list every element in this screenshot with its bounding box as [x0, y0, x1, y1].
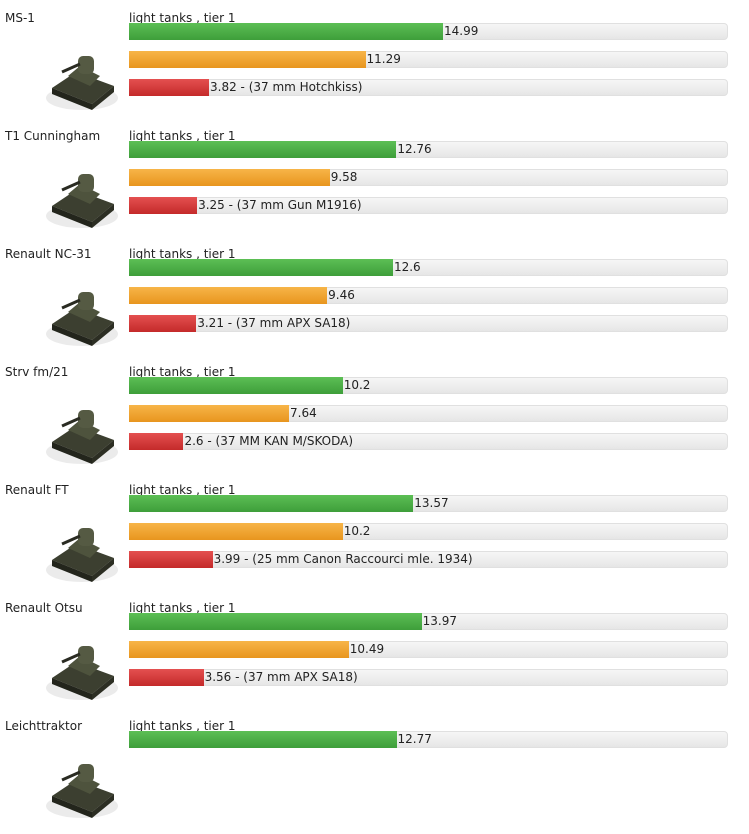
bar	[129, 669, 204, 686]
bar-label: 10.2	[343, 524, 371, 538]
tank-name: MS-1	[5, 11, 35, 25]
bar	[129, 433, 184, 450]
tank-row: T1 Cunningham light tanks , tier 1 12.76 9.…	[0, 126, 749, 244]
tank-image	[46, 174, 118, 228]
tank-image	[46, 292, 118, 346]
bar-label: 10.2	[343, 378, 371, 392]
bar	[129, 51, 366, 68]
tank-row: Renault FT light tanks , tier 1 13.57 10.2 3…	[0, 480, 749, 598]
bar	[129, 523, 343, 540]
bar-label: 3.82 - (37 mm Hotchkiss)	[210, 80, 363, 94]
tank-class: light tanks , tier 1	[129, 129, 236, 143]
bar	[129, 287, 328, 304]
bar-label: 11.29	[366, 52, 401, 66]
bar-label: 10.49	[349, 642, 385, 656]
bar	[129, 377, 343, 394]
tank-name: Renault Otsu	[5, 601, 83, 615]
tank-image	[46, 56, 118, 110]
tank-name: Strv fm/21	[5, 365, 69, 379]
bar-label: 9.46	[328, 288, 355, 302]
tank-row: Strv fm/21 light tanks , tier 1 10.2 7.64 2.…	[0, 362, 749, 480]
tank-image	[46, 410, 118, 464]
bar	[129, 731, 397, 748]
tank-name: Renault FT	[5, 483, 69, 497]
tank-name: Renault NC-31	[5, 247, 92, 261]
bar	[129, 79, 210, 96]
tank-image	[46, 528, 118, 582]
tank-class: light tanks , tier 1	[129, 601, 236, 615]
bar	[129, 495, 414, 512]
bar	[129, 197, 198, 214]
bar-label: 12.76	[397, 142, 432, 156]
tank-row: Leichttraktor light tanks , tier 1 12.77	[0, 716, 749, 834]
bar-label: 12.6	[393, 260, 421, 274]
bar	[129, 551, 213, 568]
tank-image	[46, 764, 118, 818]
tank-class: light tanks , tier 1	[129, 483, 236, 497]
bar-label: 14.99	[444, 24, 479, 38]
bar	[129, 23, 444, 40]
bar	[129, 169, 330, 186]
bar-label: 2.6 - (37 MM KAN M/SKODA)	[184, 434, 354, 448]
bar-label: 3.25 - (37 mm Gun M1916)	[198, 198, 362, 212]
bar-label: 13.57	[414, 496, 449, 510]
tank-row: Renault Otsu light tanks , tier 1 13.97 10.…	[0, 598, 749, 716]
bar-label: 9.58	[330, 170, 358, 184]
tank-class: light tanks , tier 1	[129, 719, 236, 733]
bar	[129, 315, 197, 332]
bar	[129, 641, 349, 658]
bar	[129, 613, 422, 630]
bar-label: 12.77	[397, 732, 432, 746]
bar-label: 3.99 - (25 mm Canon Raccourci mle. 1934)	[213, 552, 473, 566]
tank-name: Leichttraktor	[5, 719, 83, 733]
bar	[129, 259, 393, 276]
bar-label: 7.64	[290, 406, 317, 420]
bar-label: 13.97	[422, 614, 458, 628]
tank-image	[46, 646, 118, 700]
bar-label: 3.21 - (37 mm APX SA18)	[197, 316, 351, 330]
tank-class: light tanks , tier 1	[129, 11, 236, 25]
tank-row: Renault NC-31 light tanks , tier 1 12.6 9.4…	[0, 244, 749, 362]
bar	[129, 141, 397, 158]
tank-class: light tanks , tier 1	[129, 365, 236, 379]
tank-class: light tanks , tier 1	[129, 247, 236, 261]
bar	[129, 405, 290, 422]
bar-label: 3.56 - (37 mm APX SA18)	[204, 670, 358, 684]
page: {"tanks": [ {"name": "MS-1", "class": "l…	[0, 8, 749, 818]
tank-row: MS-1 light tanks , tier 1 14.99 11.29 3.82 -…	[0, 8, 749, 126]
tank-name: T1 Cunningham	[5, 129, 101, 143]
